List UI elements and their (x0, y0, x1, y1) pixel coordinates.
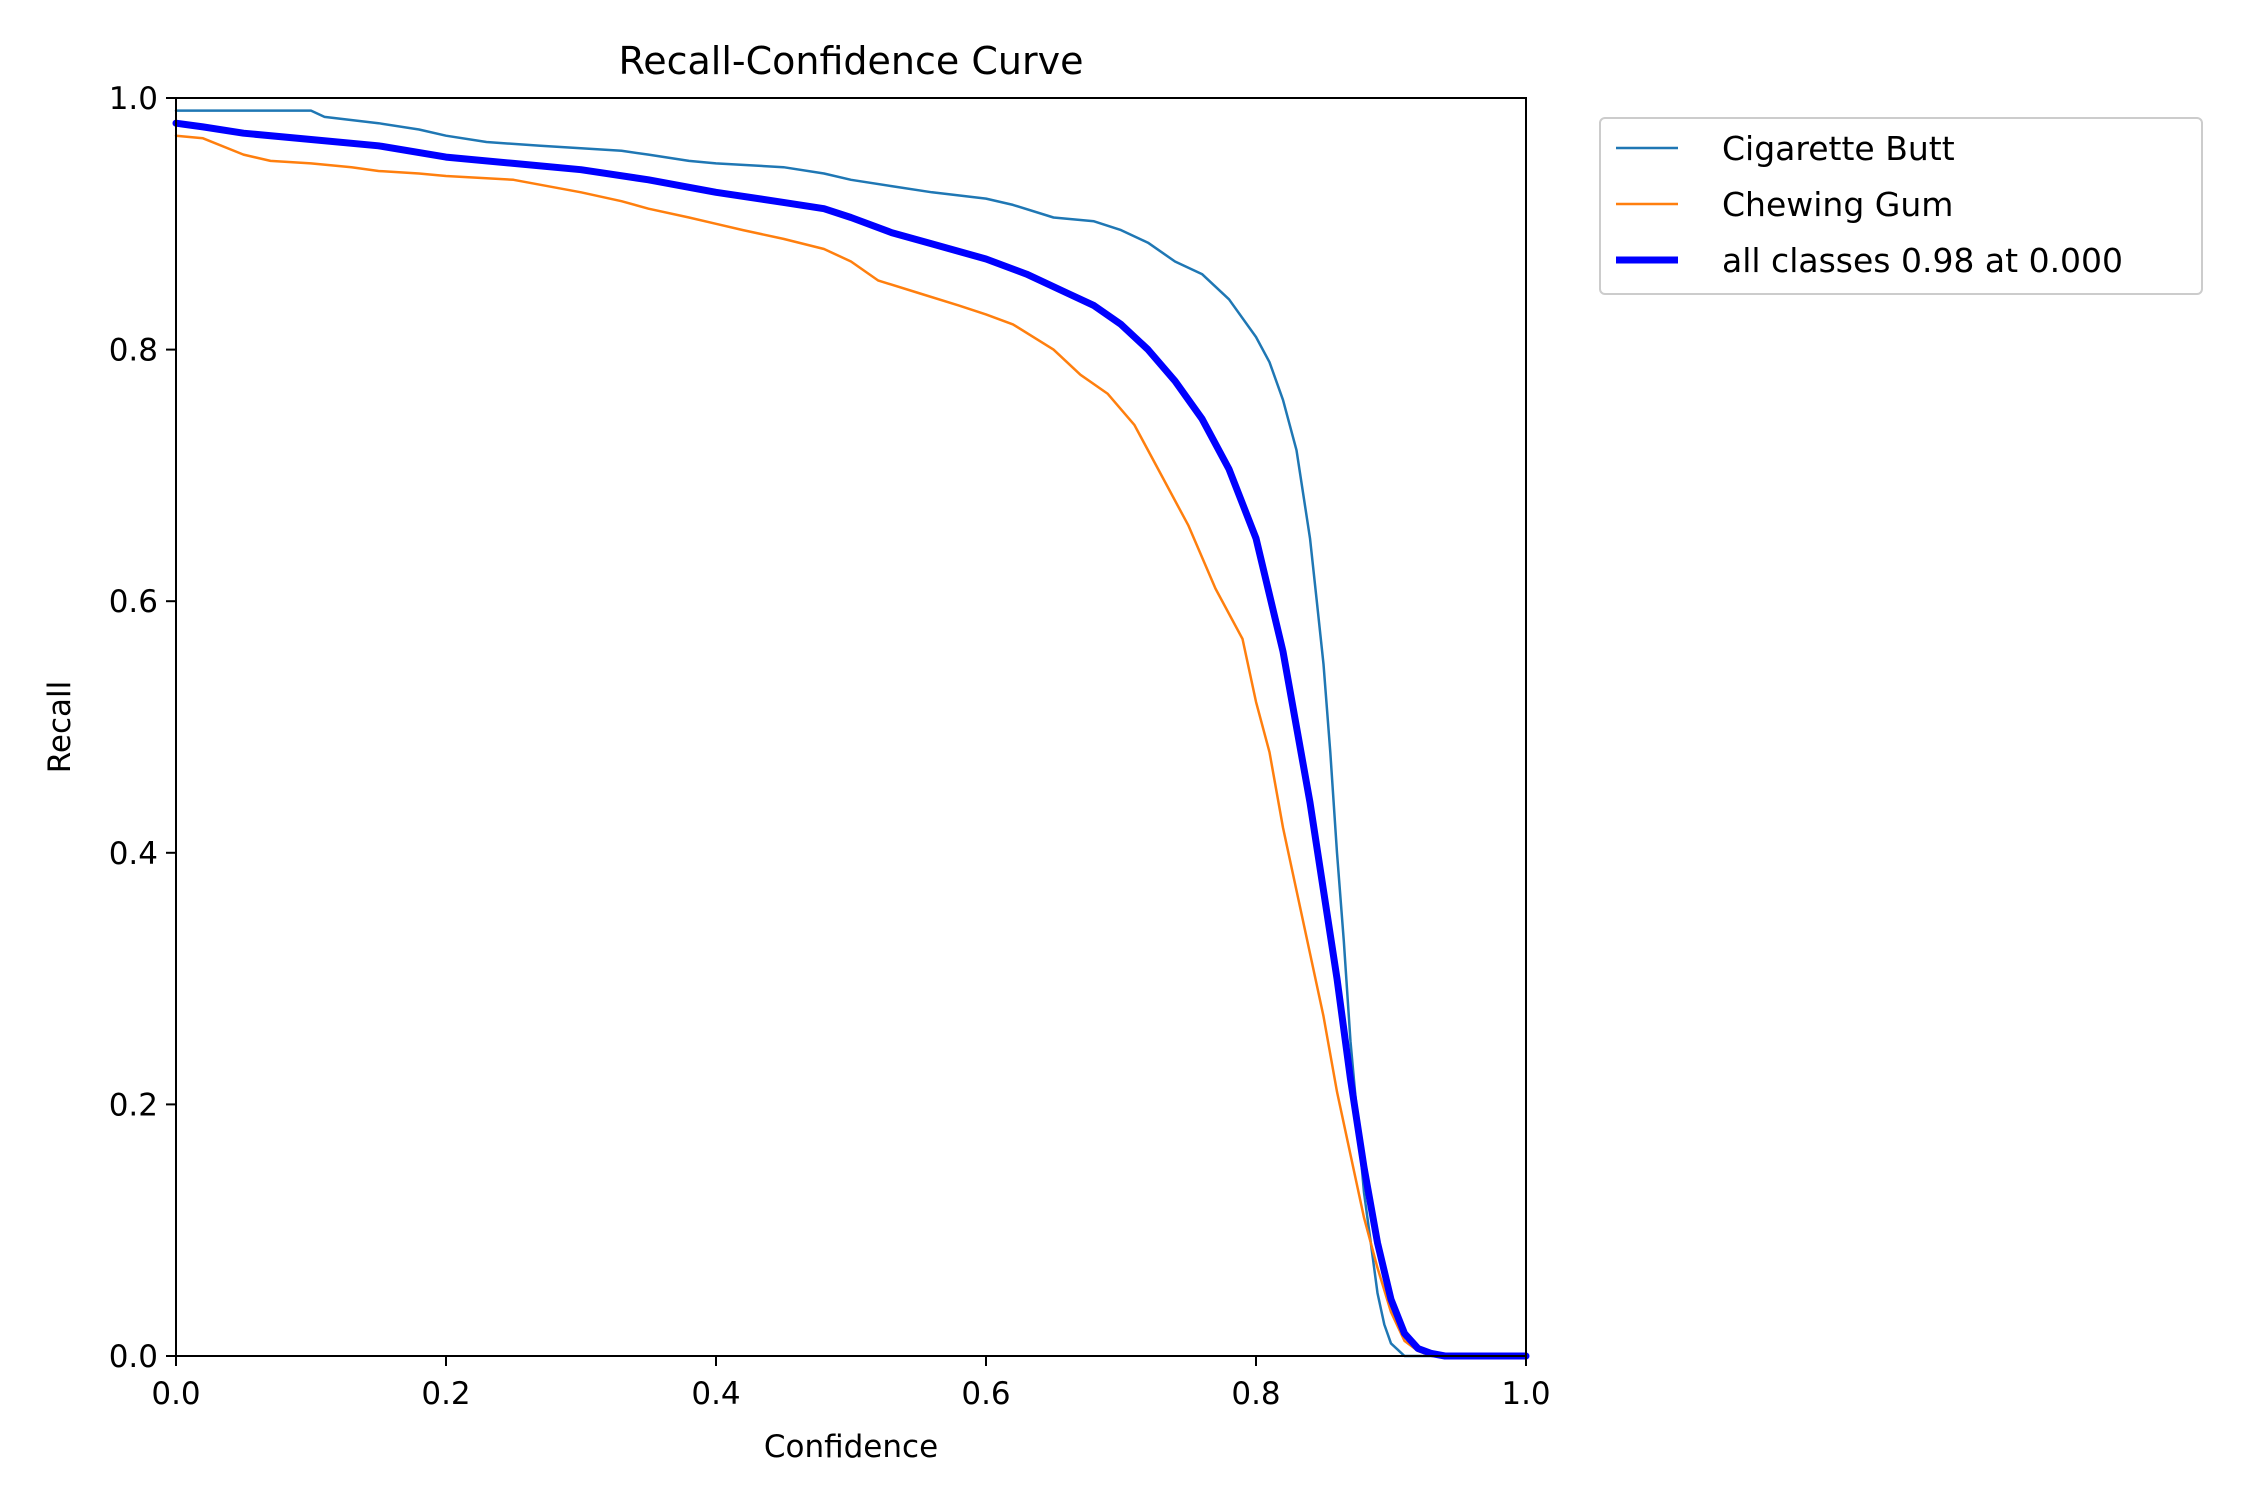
x-tick-label: 0.2 (421, 1376, 470, 1412)
x-tick-label: 0.0 (151, 1376, 200, 1412)
y-tick-label: 0.2 (109, 1087, 158, 1123)
y-tick-label: 0.0 (109, 1339, 158, 1375)
legend-label-1: Chewing Gum (1722, 185, 1953, 224)
y-axis-title: Recall (42, 681, 78, 774)
series-layer (172, 109, 1530, 1360)
legend: Cigarette Butt Chewing Gum all classes 0.9… (1599, 117, 2203, 295)
y-tick-label: 0.6 (109, 584, 158, 620)
y-axis: 0.0 0.2 0.4 0.6 0.8 1.0 (109, 81, 176, 1375)
y-tick-label: 1.0 (109, 81, 158, 117)
x-tick-label: 0.6 (961, 1376, 1010, 1412)
series-line-0 (174, 109, 1528, 1358)
series-line-1 (174, 134, 1528, 1358)
x-tick-label: 0.4 (691, 1376, 740, 1412)
plot-frame (175, 97, 1527, 1357)
x-tick-label: 0.8 (1231, 1376, 1280, 1412)
chart-title: Recall-Confidence Curve (619, 39, 1084, 83)
x-tick-label: 1.0 (1501, 1376, 1550, 1412)
x-axis-title: Confidence (764, 1429, 938, 1465)
legend-box (1599, 117, 2203, 295)
legend-label-0: Cigarette Butt (1722, 129, 1955, 168)
y-tick-label: 0.8 (109, 333, 158, 369)
y-tick-label: 0.4 (109, 836, 158, 872)
legend-label-2: all classes 0.98 at 0.000 (1722, 241, 2123, 280)
x-axis: 0.0 0.2 0.4 0.6 0.8 1.0 (151, 1356, 1551, 1412)
series-line-2 (172, 119, 1530, 1360)
